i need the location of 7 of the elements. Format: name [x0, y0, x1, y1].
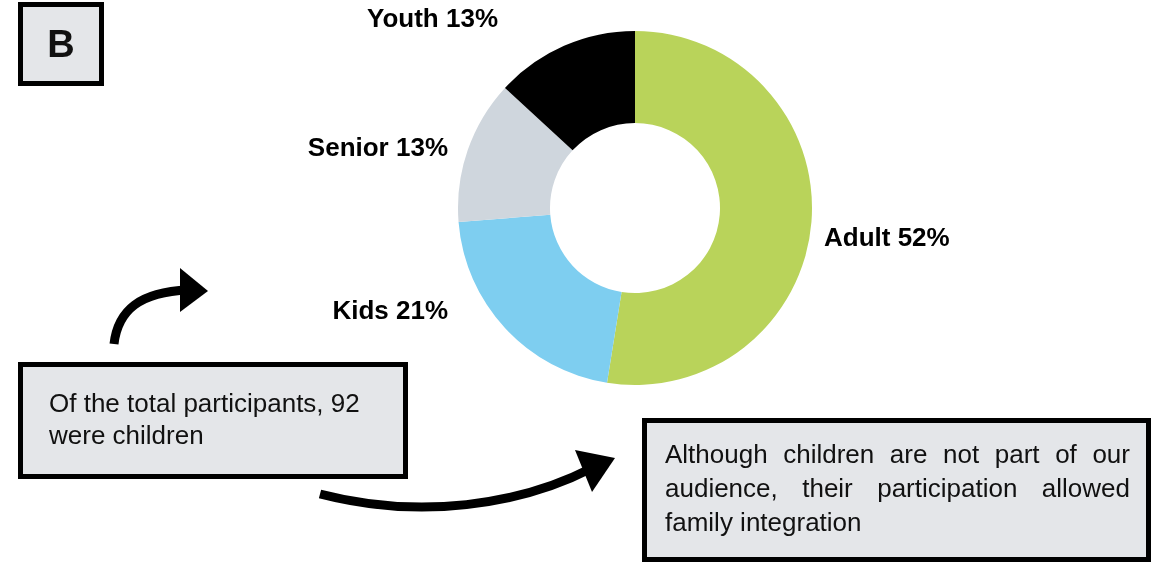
text: Although children are not part of our audience, their participation allowed family integration — [642, 418, 1151, 562]
slice-label: Senior 13% — [307, 132, 448, 162]
text: Of the total participants, 92 were children — [18, 362, 408, 479]
slice-label: Kids 21% — [332, 295, 448, 325]
text: B — [18, 2, 104, 86]
slice-label: Adult 52% — [824, 222, 950, 252]
slice-label: Youth 13% — [367, 3, 498, 33]
